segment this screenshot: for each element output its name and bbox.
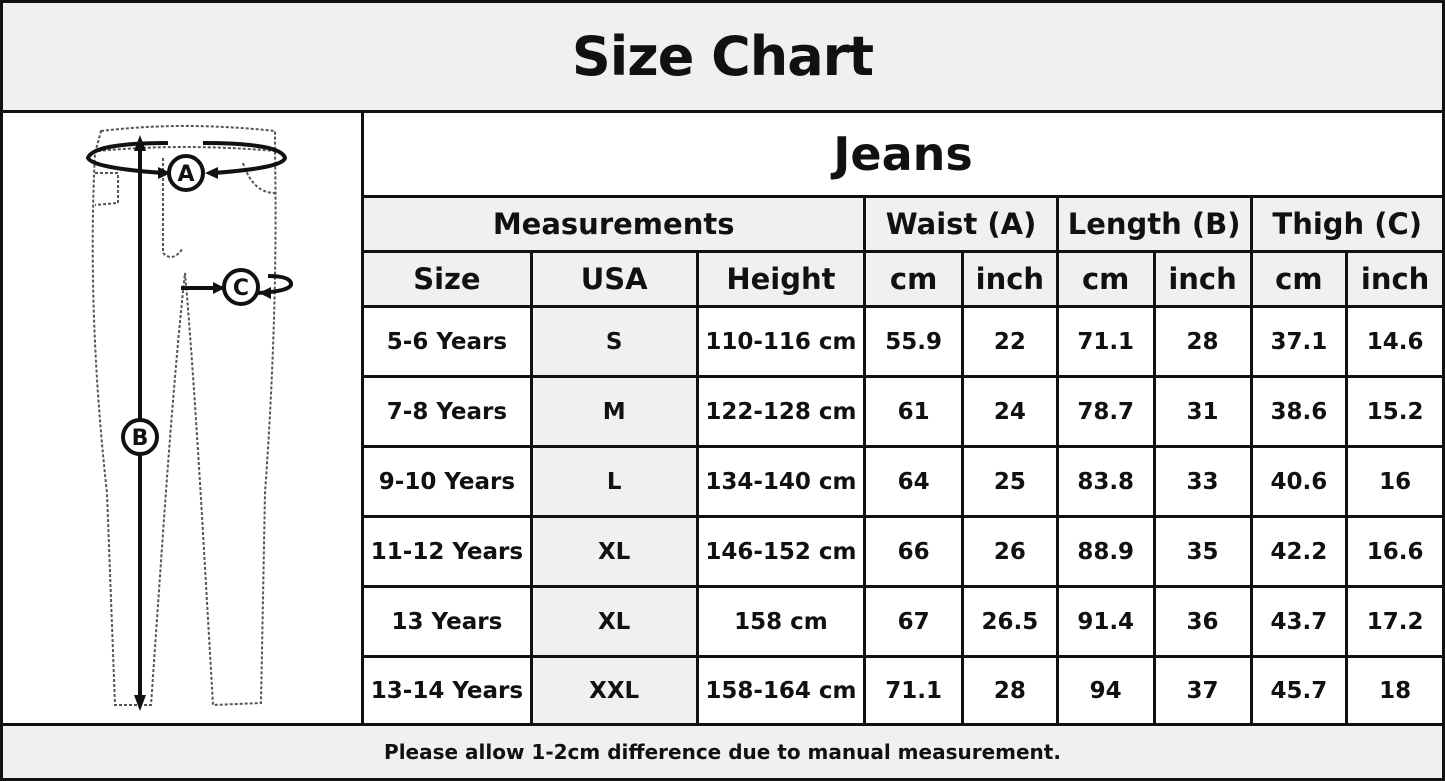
column-header: inch (960, 250, 1059, 308)
jeans-diagram: A B C (0, 110, 364, 726)
table-cell: 61 (863, 375, 964, 448)
table-cell: S (529, 305, 699, 378)
waist-arrow-a (85, 141, 294, 703)
table-cell: 71.1 (863, 655, 964, 726)
table-row: 13-14 Years XXL 158-164 cm 71.1 28 94 37 45.7 18 (361, 655, 1445, 726)
table-cell: 67 (863, 585, 964, 658)
table-cell: XL (529, 515, 699, 588)
table-cell: 33 (1152, 445, 1253, 518)
table-cell: 66 (863, 515, 964, 588)
table-row: 13 Years XL 158 cm 67 26.5 91.4 36 43.7 17.2 (361, 585, 1445, 658)
table-cell: 158-164 cm (695, 655, 867, 726)
page-title: Size Chart (0, 0, 1445, 113)
sub-header-row: Size USA Height cm inch cm inch cm inch (361, 250, 1445, 308)
table-cell: 16.6 (1345, 515, 1445, 588)
table-cell: 45.7 (1249, 655, 1349, 726)
group-header: Thigh (C) (1249, 195, 1445, 253)
table-cell: 25 (960, 445, 1059, 518)
table-cell: 64 (863, 445, 964, 518)
size-table: Jeans Measurements Waist (A) Length (B) … (360, 110, 1445, 726)
table-row: 9-10 Years L 134-140 cm 64 25 83.8 33 40.6 16 (361, 445, 1445, 518)
table-cell: 35 (1152, 515, 1253, 588)
table-cell: 13 Years (361, 585, 533, 658)
table-cell: L (529, 445, 699, 518)
table-cell: 55.9 (863, 305, 964, 378)
table-cell: 18 (1345, 655, 1445, 726)
column-header: Size (361, 250, 533, 308)
column-header: cm (863, 250, 964, 308)
label-b: B (132, 426, 149, 451)
group-header: Measurements (360, 195, 867, 253)
table-cell: 17.2 (1345, 585, 1445, 658)
table-cell: 110-116 cm (695, 305, 867, 378)
column-header: USA (529, 250, 699, 308)
table-cell: 15.2 (1345, 375, 1445, 448)
table-cell: 7-8 Years (361, 375, 533, 448)
table-cell: 28 (1152, 305, 1253, 378)
table-cell: 158 cm (695, 585, 867, 658)
table-cell: 13-14 Years (361, 655, 533, 726)
table-cell: 31 (1152, 375, 1253, 448)
table-cell: XXL (529, 655, 699, 726)
table-cell: 37.1 (1249, 305, 1349, 378)
table-cell: 26 (960, 515, 1059, 588)
column-header: Height (695, 250, 867, 308)
table-row: 11-12 Years XL 146-152 cm 66 26 88.9 35 42.2 16.… (361, 515, 1445, 588)
table-cell: 94 (1055, 655, 1156, 726)
table-cell: 134-140 cm (695, 445, 867, 518)
table-cell: 22 (960, 305, 1059, 378)
group-header: Length (B) (1055, 195, 1253, 253)
table-cell: 16 (1345, 445, 1445, 518)
table-cell: 91.4 (1055, 585, 1156, 658)
group-header: Waist (A) (863, 195, 1059, 253)
column-header: cm (1249, 250, 1349, 308)
column-header: inch (1152, 250, 1253, 308)
footer-note: Please allow 1-2cm difference due to man… (0, 723, 1445, 781)
table-cell: 71.1 (1055, 305, 1156, 378)
table-cell: 11-12 Years (361, 515, 533, 588)
table-cell: 24 (960, 375, 1059, 448)
table-cell: 9-10 Years (361, 445, 533, 518)
table-cell: XL (529, 585, 699, 658)
table-cell: 83.8 (1055, 445, 1156, 518)
table-cell: 122-128 cm (695, 375, 867, 448)
table-cell: 28 (960, 655, 1059, 726)
table-cell: 42.2 (1249, 515, 1349, 588)
table-cell: 146-152 cm (695, 515, 867, 588)
column-header: inch (1345, 250, 1445, 308)
table-cell: 40.6 (1249, 445, 1349, 518)
table-cell: 37 (1152, 655, 1253, 726)
table-cell: 14.6 (1345, 305, 1445, 378)
label-c: C (233, 276, 249, 301)
table-row: 7-8 Years M 122-128 cm 61 24 78.7 31 38.6 15.2 (361, 375, 1445, 448)
table-cell: 5-6 Years (361, 305, 533, 378)
table-cell: M (529, 375, 699, 448)
table-cell: 26.5 (960, 585, 1059, 658)
table-cell: 88.9 (1055, 515, 1156, 588)
table-cell: 36 (1152, 585, 1253, 658)
product-heading: Jeans (361, 110, 1445, 198)
group-header-row: Measurements Waist (A) Length (B) Thigh … (360, 195, 1445, 253)
label-a: A (177, 162, 194, 187)
table-cell: 43.7 (1249, 585, 1349, 658)
table-cell: 38.6 (1249, 375, 1349, 448)
table-cell: 78.7 (1055, 375, 1156, 448)
table-row: 5-6 Years S 110-116 cm 55.9 22 71.1 28 37.1 14.6 (361, 305, 1445, 378)
column-header: cm (1055, 250, 1156, 308)
